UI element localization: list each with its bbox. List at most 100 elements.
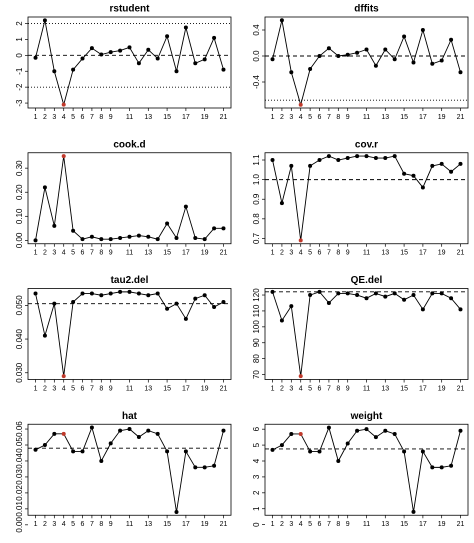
x-tick-label: 17 [419,385,427,392]
y-tick-label: 80 [252,354,261,363]
point [193,235,198,240]
point [71,299,76,304]
point [80,449,85,454]
point [345,441,350,446]
point [136,435,141,440]
point [392,57,397,62]
x-tick-label: 19 [201,385,209,392]
x-tick-label: 5 [71,521,75,528]
point [212,226,217,231]
x-tick-label: 11 [126,250,133,257]
x-tick-label: 5 [71,114,75,121]
point [373,63,378,68]
point [61,102,66,107]
x-tick-label: 2 [280,521,284,528]
x-tick-label: 4 [62,250,66,257]
x-tick-label: 3 [52,114,56,121]
point [326,154,331,159]
x-tick-label: 11 [363,385,370,392]
point [270,447,275,452]
y-tick-label: 2 [252,490,261,495]
x-tick-label: 13 [381,521,389,528]
point [165,449,170,454]
x-tick-label: 19 [438,385,446,392]
point [317,54,322,58]
point [336,54,341,58]
x-tick-label: 13 [144,250,152,257]
x-tick-label: 3 [289,114,293,121]
point [449,37,454,42]
point [317,158,322,163]
point [345,52,350,57]
point [439,465,444,470]
point [146,47,151,52]
x-tick-label: 21 [457,385,465,392]
point [52,431,57,436]
point [458,307,463,312]
x-tick-label: 5 [308,521,312,528]
point [33,238,38,243]
x-tick-label: 9 [109,250,113,257]
x-tick-label: 1 [271,385,275,392]
x-tick-label: 15 [400,114,408,121]
point [165,306,170,311]
y-tick-label: 5 [252,442,261,447]
y-tick-label: 2 [15,21,24,26]
y-tick-label: -3 [15,99,24,107]
x-tick-label: 19 [438,114,446,121]
point [183,449,188,454]
point [108,441,113,446]
y-tick-label: 1.0 [252,174,261,186]
point [308,163,313,168]
series-line [35,291,224,377]
y-tick-label: 1 [15,37,24,42]
point [326,46,331,51]
x-tick-label: 19 [438,250,446,257]
point [420,185,425,190]
point [108,291,113,296]
point [449,463,454,468]
x-tick-label: 13 [381,114,389,121]
point [355,293,360,298]
point [212,463,217,468]
point [99,52,104,57]
point [174,69,179,74]
point [279,18,284,23]
x-tick-label: 7 [90,521,94,528]
point [127,427,132,432]
x-tick-label: 13 [144,114,152,121]
y-tick-label: -0.4 [252,75,261,89]
point [289,431,294,436]
x-tick-label: 4 [62,114,66,121]
x-tick-label: 19 [201,521,209,528]
x-tick-label: 11 [126,521,133,528]
x-tick-label: 17 [182,521,190,528]
x-tick-label: 8 [336,250,340,257]
x-tick-label: 21 [220,250,228,257]
point [383,294,388,299]
series-line [272,291,461,377]
point [430,163,435,168]
point [174,510,179,515]
point [89,234,94,239]
y-tick-label: 0.30 [15,160,24,176]
series-line [35,156,224,241]
point [165,221,170,226]
y-tick-label: 0.4 [252,24,261,36]
x-tick-label: 2 [43,385,47,392]
point [289,304,294,309]
x-tick-label: 6 [81,114,85,121]
point [33,447,38,452]
x-tick-label: 15 [400,250,408,257]
x-tick-label: 7 [327,521,331,528]
point [42,443,47,448]
point [373,435,378,440]
point [298,374,303,379]
point [420,449,425,454]
point [99,293,104,298]
x-tick-label: 2 [280,114,284,121]
point [289,70,294,75]
point [52,69,57,74]
x-tick-label: 3 [52,521,56,528]
x-tick-label: 13 [144,521,152,528]
